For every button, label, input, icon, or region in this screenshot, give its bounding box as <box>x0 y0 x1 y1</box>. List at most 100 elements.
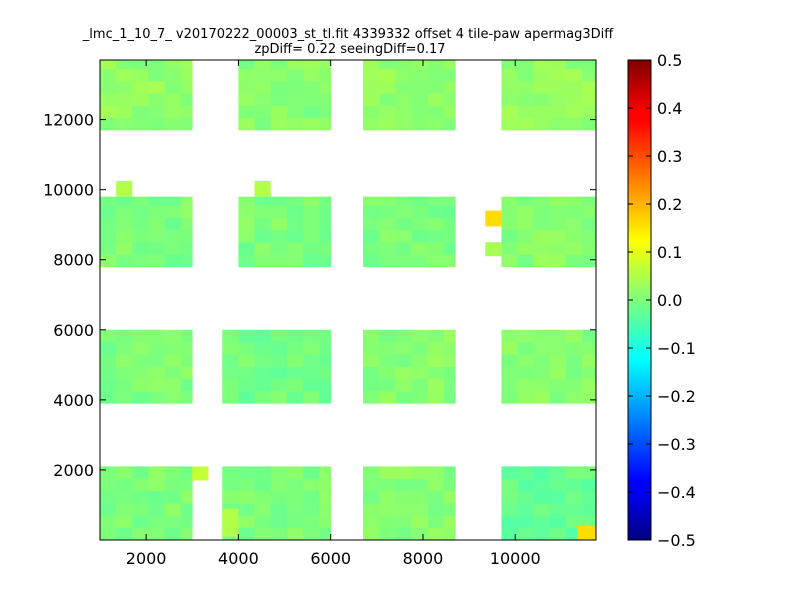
heatmap-cell <box>549 378 567 392</box>
heatmap-cell-outlier <box>192 466 209 481</box>
heatmap-cell <box>362 366 380 380</box>
heatmap-cell <box>270 242 288 255</box>
heatmap-cell <box>395 354 412 367</box>
heatmap-cell <box>362 117 380 131</box>
heatmap-cell <box>582 254 597 268</box>
heatmap-cell <box>148 60 165 70</box>
heatmap-cell <box>180 490 193 504</box>
heatmap-cell <box>427 466 445 479</box>
heatmap-cell <box>132 105 149 119</box>
heatmap-cell <box>100 196 117 206</box>
heatmap-cell <box>222 378 239 392</box>
heatmap-cell <box>411 527 428 541</box>
heatmap-cell <box>501 329 518 343</box>
heatmap-cell <box>303 205 320 218</box>
heatmap-cell <box>222 354 239 367</box>
heatmap-cell <box>238 117 255 131</box>
heatmap-cell <box>411 217 428 231</box>
heatmap-cell <box>427 242 445 255</box>
heatmap-cell <box>427 329 445 343</box>
heatmap-cell <box>395 196 412 206</box>
heatmap-cell <box>100 490 117 504</box>
heatmap-cell <box>362 105 380 119</box>
heatmap-cell <box>549 254 567 268</box>
heatmap-cell <box>319 68 331 82</box>
heatmap-cell <box>443 478 456 492</box>
heatmap-cell <box>254 229 272 243</box>
heatmap-cell <box>116 205 133 218</box>
heatmap-cell <box>395 93 412 106</box>
heatmap-cell <box>132 254 149 268</box>
heatmap-cell <box>164 527 182 541</box>
heatmap-cell <box>180 205 193 218</box>
heatmap-cell <box>254 254 272 268</box>
heatmap-cell <box>379 229 396 243</box>
heatmap-cell <box>395 68 412 82</box>
heatmap-cell <box>517 515 535 529</box>
heatmap-cell <box>270 391 288 404</box>
heatmap-cell <box>411 68 428 82</box>
tile-region <box>222 466 331 541</box>
heatmap-cell <box>270 105 288 119</box>
heatmap-cell <box>533 490 551 504</box>
heatmap-cell <box>100 503 117 516</box>
heatmap-cell <box>180 217 193 231</box>
heatmap-cell <box>427 490 445 504</box>
heatmap-cell <box>443 93 456 106</box>
heatmap-cell <box>148 342 165 355</box>
heatmap-cell <box>517 527 535 541</box>
heatmap-cell <box>533 105 551 119</box>
heatmap-cell <box>411 366 428 380</box>
heatmap-cell <box>116 378 133 392</box>
heatmap-cell <box>379 366 396 380</box>
heatmap-cell <box>517 490 535 504</box>
heatmap-cell <box>180 466 193 479</box>
heatmap-cell <box>319 329 331 343</box>
heatmap-cell <box>379 466 396 479</box>
heatmap-cell <box>582 329 597 343</box>
heatmap-cell <box>443 242 456 255</box>
heatmap-cell <box>164 391 182 404</box>
heatmap-cell <box>379 342 396 355</box>
heatmap-cell <box>100 217 117 231</box>
heatmap-cell <box>303 466 320 479</box>
heatmap-cell <box>427 105 445 119</box>
heatmap-cell <box>254 527 272 541</box>
heatmap-cell <box>180 378 193 392</box>
heatmap-cell <box>362 217 380 231</box>
heatmap-cell <box>254 503 272 516</box>
heatmap-cell <box>148 391 165 404</box>
heatmap-cell <box>379 93 396 106</box>
heatmap-cell <box>566 68 583 82</box>
heatmap-cell <box>362 342 380 355</box>
heatmap-cell <box>501 93 518 106</box>
heatmap-cell <box>148 117 165 131</box>
heatmap-cell <box>566 478 583 492</box>
heatmap-cell <box>148 196 165 206</box>
heatmap-cell <box>148 105 165 119</box>
heatmap-cell <box>379 354 396 367</box>
heatmap-cell <box>270 527 288 541</box>
heatmap-cell <box>180 60 193 70</box>
heatmap-cell <box>303 378 320 392</box>
heatmap-cell <box>286 354 304 367</box>
heatmap-cell <box>180 81 193 94</box>
heatmap-cell <box>362 478 380 492</box>
heatmap-cell <box>303 60 320 70</box>
heatmap-cell <box>286 81 304 94</box>
heatmap-cell <box>116 93 133 106</box>
heatmap-cell <box>443 196 456 206</box>
heatmap-cell <box>100 60 117 70</box>
heatmap-cell <box>286 329 304 343</box>
heatmap-cell <box>254 117 272 131</box>
heatmap-cell <box>148 466 165 479</box>
heatmap-cell <box>132 217 149 231</box>
heatmap-cell <box>270 196 288 206</box>
heatmap-cell <box>286 68 304 82</box>
chart-subtitle: zpDiff= 0.22 seeingDiff=0.17 <box>254 42 445 57</box>
heatmap-cell <box>148 242 165 255</box>
heatmap-cell <box>395 60 412 70</box>
heatmap-cell <box>379 515 396 529</box>
colorbar-tick-label: 0.4 <box>657 99 682 118</box>
heatmap-cell <box>395 366 412 380</box>
